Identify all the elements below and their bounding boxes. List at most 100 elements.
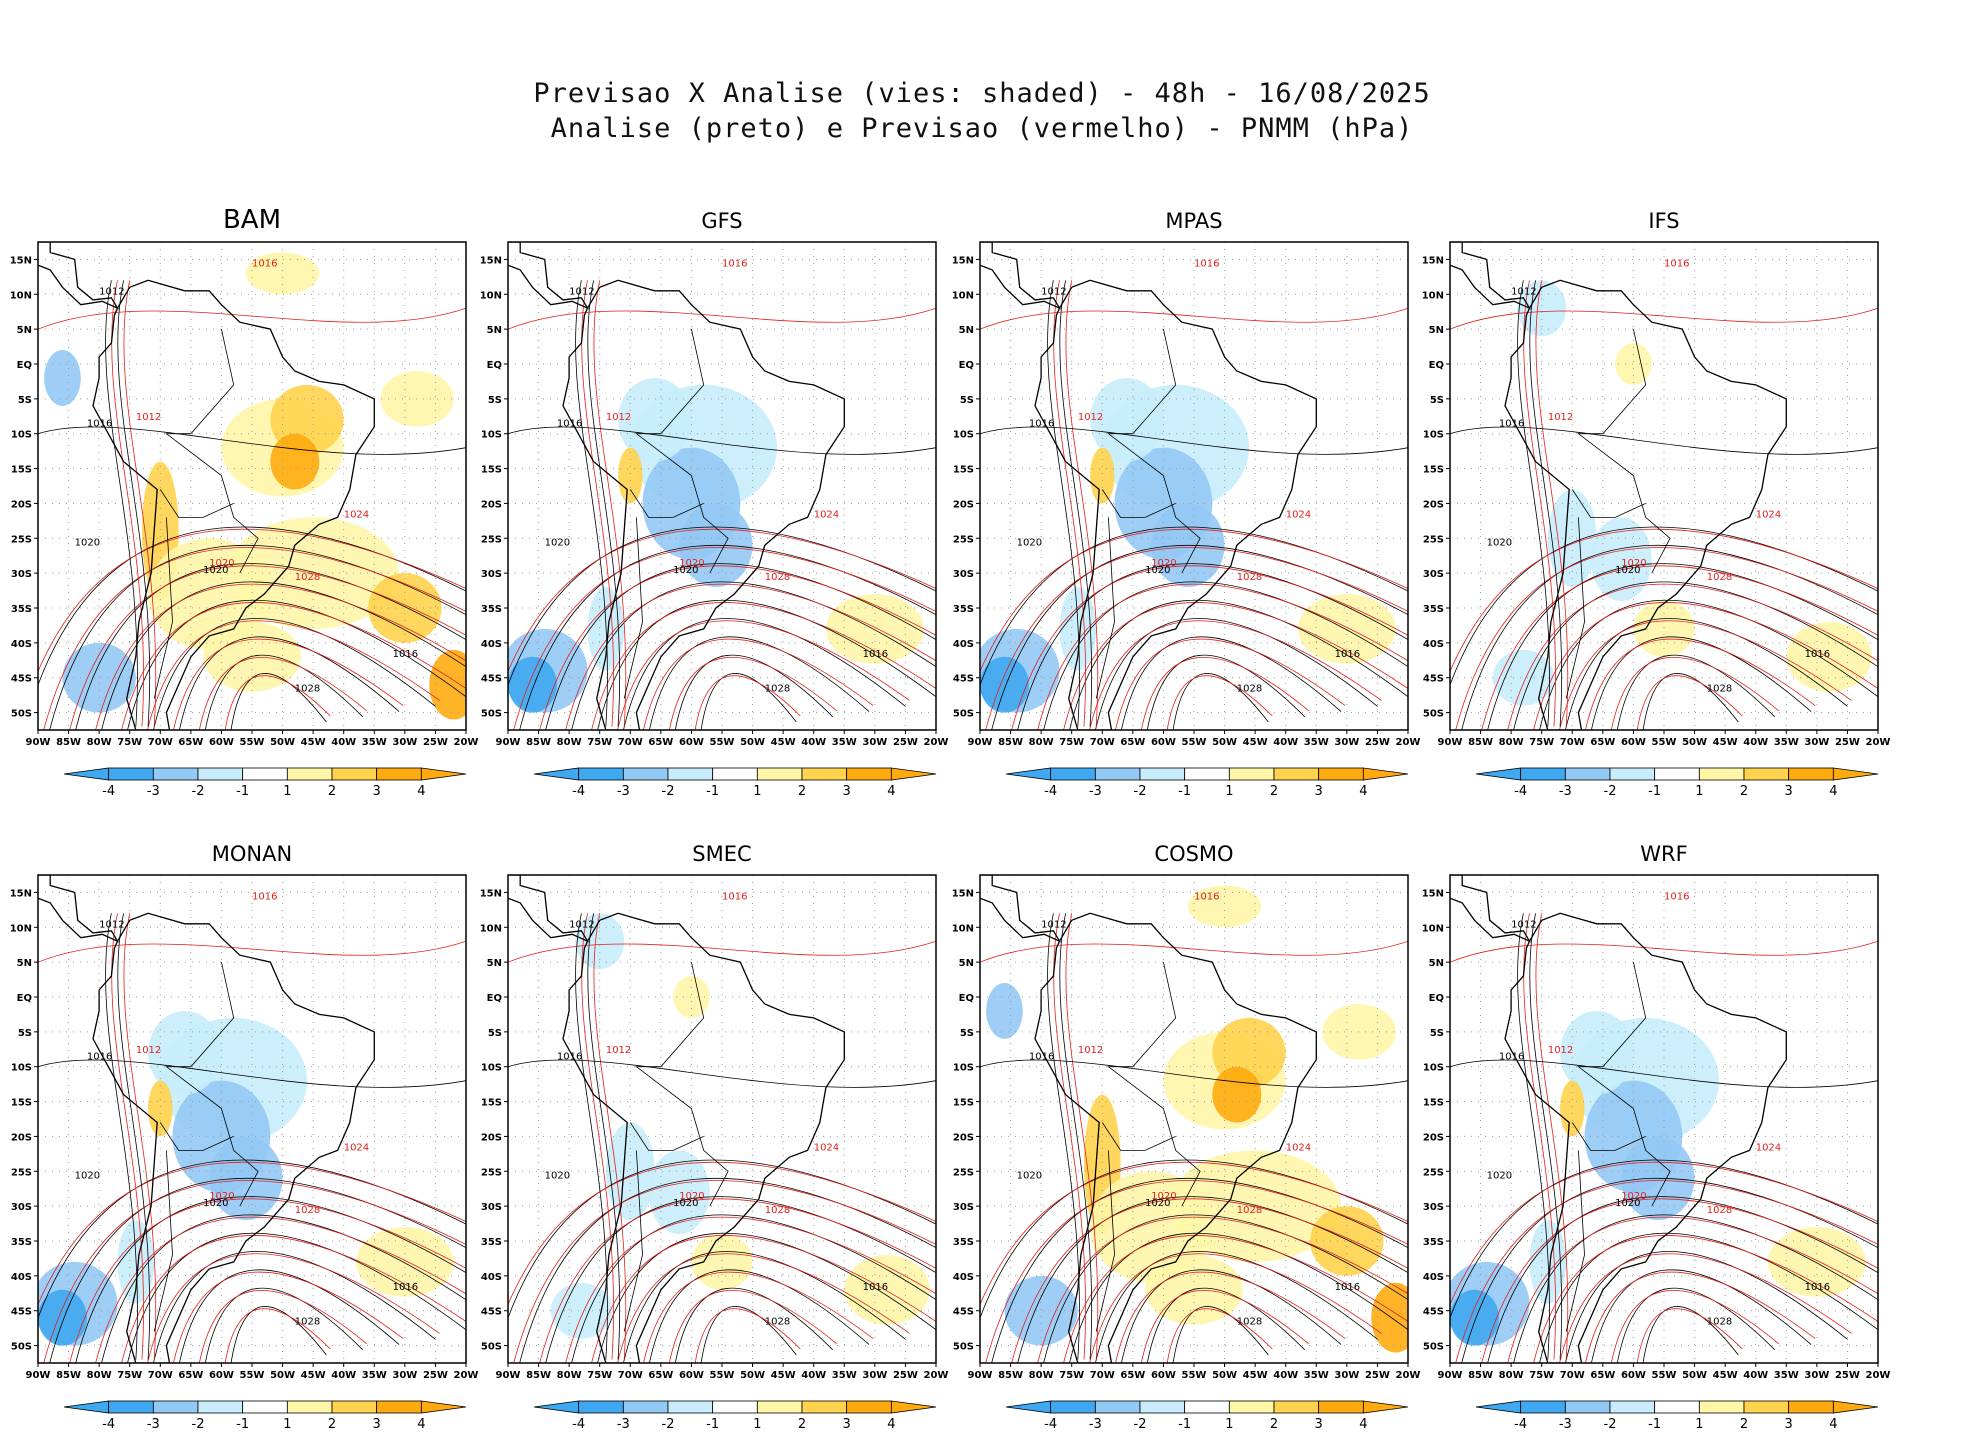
colorbar-label: 2 [1740,784,1748,799]
forecast-isobar [69,1198,466,1363]
bias-area [44,350,81,406]
country-border [159,1122,234,1151]
colorbar-label: 2 [798,784,806,799]
lat-tick-label: 5S [18,1028,32,1039]
analysis-isobar [700,673,797,730]
forecast-isobar [43,1180,466,1363]
colorbar-label: -2 [192,1417,205,1432]
lon-tick-label: 75W [1059,1370,1084,1381]
bias-area [245,252,320,295]
analysis-isobar [1487,563,1878,730]
lon-tick-label: 90W [968,737,993,748]
lon-tick-label: 30W [1804,737,1829,748]
lat-tick-label: 15N [1422,255,1444,266]
lat-tick-label: 10N [480,290,502,301]
analysis-isobar [674,1287,834,1363]
lon-tick-label: 85W [998,737,1023,748]
lon-tick-label: 70W [618,737,643,748]
lat-tick-label: 10S [11,1063,32,1074]
bias-area [1560,1080,1585,1137]
lon-tick-label: 35W [1774,737,1799,748]
colorbar-label: 4 [1829,784,1837,799]
analysis-isobar-label: 1016 [557,419,582,430]
colorbar-label: 1 [1695,784,1703,799]
colorbar-bin [1564,1400,1611,1414]
analysis-isobar [1565,618,1848,730]
forecast-isobar [669,1290,837,1363]
colorbar-bin [152,767,199,781]
colorbar-label: -4 [1044,784,1057,799]
lat-tick-label: EQ [487,993,502,1004]
bias-area [1767,1227,1866,1297]
colorbar-label: -2 [192,784,205,799]
forecast-isobar [1450,528,1878,673]
colorbar-bin [1609,767,1656,781]
colorbar-label: 1 [753,784,761,799]
forecast-isobar-label: 1012 [606,1045,631,1056]
lat-tick-label: 15N [10,888,32,899]
analysis-isobar [38,526,466,687]
lon-tick-label: 20W [1396,737,1421,748]
lat-tick-label: 35S [953,604,974,615]
analysis-isobar [1121,636,1342,730]
figure-title-line2: Analise (preto) e Previsao (vermelho) - … [550,113,1414,144]
lon-tick-label: 25W [1835,1370,1860,1381]
forecast-isobar-label: 1016 [252,258,277,269]
lat-tick-label: 30S [11,569,32,580]
south-america-coastline [1034,912,1317,1363]
andes-isobar [575,280,608,727]
colorbar-label: -1 [236,784,249,799]
forecast-isobar [147,620,440,730]
colorbar-bin [1743,767,1790,781]
lon-tick-label: 55W [240,1370,265,1381]
analysis-isobar-label: 1012 [569,919,594,930]
forecast-isobar [508,940,936,963]
lat-tick-label: 50S [11,1342,32,1353]
forecast-isobar-label: 1020 [209,1191,234,1202]
forecast-isobar [1450,307,1878,330]
colorbar-bin [1094,1400,1141,1414]
lat-tick-label: 10S [481,1063,502,1074]
lat-tick-label: 50S [953,709,974,720]
forecast-isobar-label: 1020 [679,1191,704,1202]
lat-tick-label: 20S [953,1132,974,1143]
colorbar-extend-high [890,1400,937,1414]
colorbar-extend-low [1475,1400,1522,1414]
forecast-isobar [199,1290,367,1363]
colorbar-bin [152,1400,199,1414]
colorbar-bin [1094,767,1141,781]
colorbar-bin [1698,1400,1745,1414]
lon-tick-label: 60W [679,737,704,748]
analysis-isobar-label: 1016 [87,1052,112,1063]
lon-tick-label: 75W [1529,737,1554,748]
colorbar-bin [286,767,333,781]
forecast-isobar [591,1235,936,1363]
panel-title: WRF [1640,842,1687,866]
forecast-isobar-label: 1012 [1078,1045,1103,1056]
country-border [1107,962,1201,1207]
analysis-isobar [1461,544,1878,730]
bias-area [1786,621,1872,692]
colorbar-bin [376,1400,422,1414]
colorbar-extend-high [420,1400,467,1414]
colorbar-label: -1 [236,1417,249,1432]
analysis-isobar-label: 1020 [203,565,228,576]
analysis-isobar [1487,1196,1878,1363]
forecast-isobar-label: 1016 [1194,891,1219,902]
lat-tick-label: 25S [1423,1167,1444,1178]
lon-tick-label: 85W [1468,1370,1493,1381]
colorbar-label: -3 [1559,1417,1572,1432]
colorbar-bin [712,1400,758,1414]
lon-tick-label: 40W [331,1370,356,1381]
analysis-isobar [545,563,936,730]
analysis-isobar-label: 1020 [1017,537,1042,548]
colorbar-bin [1318,767,1364,781]
country-border [159,489,234,518]
lat-tick-label: 5S [1430,1028,1444,1039]
colorbar-label: -2 [1604,1417,1617,1432]
analysis-isobar [49,544,466,730]
country-border [1101,1122,1176,1151]
forecast-isobar [121,602,466,730]
analysis-isobar-label: 1012 [1041,286,1066,297]
forecast-isobar-label: 1012 [1078,412,1103,423]
